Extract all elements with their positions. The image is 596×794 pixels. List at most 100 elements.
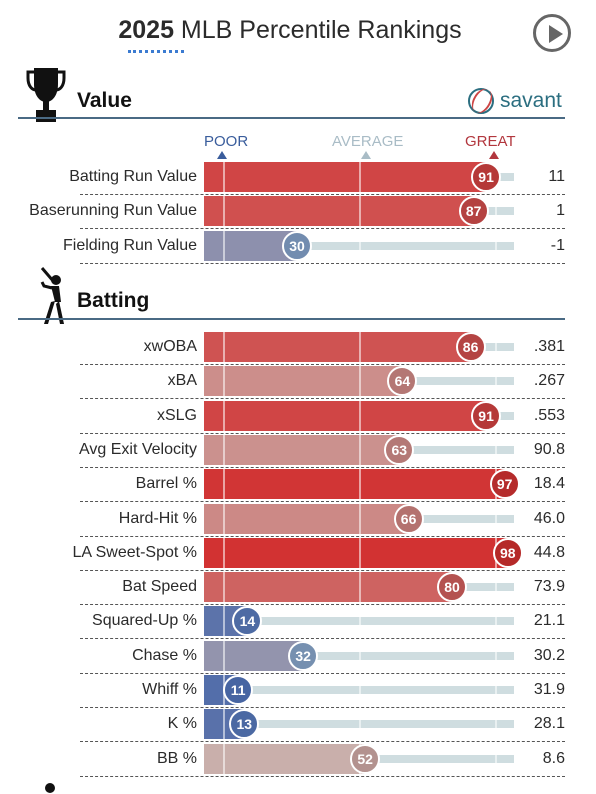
scale-gridline [495,709,498,740]
percentile-badge: 86 [455,332,486,362]
metric-label: Hard-Hit % [118,509,197,527]
section-title-value: Value [77,89,132,112]
row-divider [80,466,565,468]
scale-gridline [495,675,498,705]
scale-gridline [359,434,361,465]
row-divider [80,364,565,365]
title-year: 2025 [118,16,174,44]
metric-label: LA Sweet-Spot % [72,543,197,561]
metric-label: Chase % [132,646,197,664]
savant-label: savant [500,89,562,112]
scale-gridline [222,196,225,227]
row-divider [80,638,565,640]
percentile-bar [204,537,508,568]
percentile-bar [204,366,403,397]
scale-gridline [495,196,498,227]
scale-gridline [222,709,225,740]
row-divider [80,535,565,537]
percentile-bar [204,332,471,362]
metric-value: 31.9 [533,681,565,698]
scale-gridline [495,606,498,637]
scale-gridline [222,503,225,534]
savant-brand[interactable]: savant [468,88,562,114]
scale-gridline [495,503,498,534]
title-text: MLB Percentile Rankings [173,16,462,44]
percentile-badge: 13 [229,709,260,740]
trophy-icon [26,68,66,122]
metric-value: 8.6 [542,749,565,767]
fielder-icon [45,783,55,793]
scale-gridline [495,640,498,671]
baseball-icon [468,88,494,114]
metric-value: 44.8 [533,543,565,561]
metric-label: BB % [156,749,197,767]
metric-value: 73.9 [533,578,565,596]
scale-gridline [495,743,498,774]
metric-value: 21.1 [533,612,565,630]
scale-gridline [359,640,361,671]
percentile-bar [204,196,474,227]
metric-label: Squared-Up % [92,612,197,630]
row-divider [80,262,565,264]
scale-gridline [495,434,498,465]
percentile-badge: 30 [282,230,312,261]
metric-value: 28.1 [533,715,565,733]
percentile-bar [204,503,409,534]
percentile-badge: 87 [458,196,489,227]
percentile-badge: 14 [232,606,263,637]
metric-value: .267 [533,372,565,390]
scale-gridline [359,162,361,192]
row-divider [80,228,565,230]
scale-gridline [359,675,361,705]
metric-label: Fielding Run Value [62,236,197,254]
scale-poor-marker [217,151,227,159]
title-underline [128,50,184,53]
percentile-badge: 11 [223,675,254,705]
scale-gridline [222,537,225,568]
percentile-badge: 66 [393,503,424,534]
scale-gridline [222,162,225,192]
row-divider [80,707,565,708]
scale-gridline [359,537,361,568]
scale-gridline [222,640,225,671]
percentile-badge: 64 [387,366,418,397]
metric-label: Bat Speed [122,578,197,596]
scale-gridline [359,469,361,500]
metric-label: Whiff % [142,681,197,698]
scale-average-label: AVERAGE [332,133,404,150]
metric-value: 1 [556,202,565,220]
percentile-bar [204,400,487,431]
row-divider [80,194,565,195]
scale-gridline [359,572,361,603]
percentile-badge: 63 [384,434,415,465]
scale-gridline [222,434,225,465]
scale-gridline [222,332,225,362]
row-divider [80,672,565,674]
metric-value: 90.8 [533,440,565,458]
percentile-bar [204,469,505,500]
scale-gridline [222,572,225,603]
section-title-batting: Batting [77,289,150,312]
scale-gridline [495,366,498,397]
scale-gridline [359,196,361,227]
section-rule-value [18,117,565,119]
scale-gridline [222,743,225,774]
metric-value: 18.4 [533,475,565,493]
scale-gridline [222,230,225,261]
row-divider [80,398,565,400]
scale-gridline [495,332,498,362]
metric-label: xSLG [156,406,197,424]
row-divider [80,432,565,434]
metric-label: K % [167,715,197,733]
percentile-bar [204,230,297,261]
row-divider [80,501,565,503]
play-circle-icon[interactable] [533,14,571,52]
percentile-badge: 98 [492,537,523,568]
percentile-badge: 32 [288,640,319,671]
scale-gridline [359,366,361,397]
percentile-bar [204,572,452,603]
scale-gridline [495,230,498,261]
scale-gridline [359,709,361,740]
scale-gridline [495,572,498,603]
scale-gridline [359,606,361,637]
